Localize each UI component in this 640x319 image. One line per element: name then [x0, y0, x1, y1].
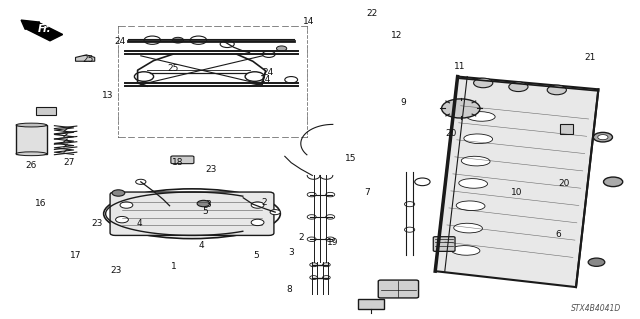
- Text: 24: 24: [115, 37, 126, 46]
- Circle shape: [262, 51, 275, 57]
- Ellipse shape: [459, 179, 488, 188]
- Text: 3: 3: [289, 248, 294, 256]
- Bar: [36, 107, 56, 115]
- Text: 5: 5: [202, 207, 207, 216]
- Polygon shape: [76, 55, 95, 61]
- Circle shape: [251, 202, 264, 208]
- Circle shape: [276, 46, 287, 51]
- Text: 14: 14: [260, 75, 271, 84]
- Circle shape: [144, 36, 161, 44]
- FancyBboxPatch shape: [110, 192, 274, 235]
- Text: 9: 9: [401, 98, 406, 107]
- Text: 1: 1: [172, 262, 177, 271]
- Circle shape: [326, 215, 335, 219]
- Circle shape: [120, 202, 133, 208]
- Circle shape: [251, 219, 264, 226]
- Circle shape: [310, 276, 317, 279]
- Text: 13: 13: [102, 91, 113, 100]
- Text: 23: 23: [92, 219, 103, 228]
- Circle shape: [134, 72, 154, 81]
- Text: 25: 25: [83, 56, 94, 64]
- Text: STX4B4041D: STX4B4041D: [570, 304, 621, 313]
- Circle shape: [172, 37, 184, 43]
- Text: 10: 10: [511, 189, 523, 197]
- Circle shape: [598, 135, 608, 140]
- Text: 25: 25: [167, 64, 179, 73]
- Polygon shape: [435, 77, 598, 287]
- FancyBboxPatch shape: [378, 280, 419, 298]
- Circle shape: [323, 263, 330, 267]
- Text: 7: 7: [364, 188, 369, 197]
- Text: 5: 5: [253, 251, 259, 260]
- Circle shape: [588, 258, 605, 266]
- Circle shape: [136, 179, 146, 184]
- Text: 4: 4: [137, 219, 142, 228]
- Circle shape: [245, 72, 264, 81]
- Ellipse shape: [454, 223, 483, 233]
- Circle shape: [326, 237, 335, 241]
- Ellipse shape: [467, 112, 495, 121]
- Text: 19: 19: [327, 238, 339, 247]
- Text: 6: 6: [556, 230, 561, 239]
- Ellipse shape: [16, 152, 47, 156]
- Text: 23: 23: [205, 165, 217, 174]
- Ellipse shape: [456, 201, 485, 211]
- Bar: [16, 125, 47, 154]
- Circle shape: [220, 41, 234, 48]
- Text: 4: 4: [199, 241, 204, 250]
- Text: 2: 2: [298, 233, 303, 242]
- Text: 11: 11: [454, 62, 465, 71]
- Text: 26: 26: [25, 161, 36, 170]
- Circle shape: [404, 202, 415, 207]
- Ellipse shape: [451, 246, 480, 255]
- Bar: [358, 299, 384, 309]
- Circle shape: [404, 227, 415, 232]
- Circle shape: [307, 192, 316, 197]
- Circle shape: [307, 237, 316, 241]
- FancyBboxPatch shape: [171, 156, 194, 164]
- Text: 24: 24: [262, 68, 273, 77]
- Bar: [560, 124, 573, 134]
- FancyBboxPatch shape: [433, 237, 455, 251]
- Circle shape: [112, 190, 125, 196]
- Circle shape: [509, 82, 528, 92]
- Text: Fr.: Fr.: [38, 24, 52, 34]
- Text: 18: 18: [172, 158, 184, 167]
- Text: 3: 3: [205, 200, 211, 209]
- Circle shape: [323, 276, 330, 279]
- Ellipse shape: [16, 123, 47, 127]
- Circle shape: [442, 99, 480, 118]
- Text: 20: 20: [445, 130, 457, 138]
- Text: 21: 21: [584, 53, 596, 62]
- Text: 27: 27: [63, 158, 75, 167]
- Ellipse shape: [464, 134, 493, 144]
- Circle shape: [116, 217, 129, 223]
- Circle shape: [547, 85, 566, 95]
- Text: 20: 20: [559, 179, 570, 188]
- Text: 15: 15: [345, 154, 356, 163]
- Circle shape: [190, 36, 207, 44]
- Ellipse shape: [461, 156, 490, 166]
- Circle shape: [270, 210, 280, 215]
- Circle shape: [310, 263, 317, 267]
- Circle shape: [285, 77, 298, 83]
- Circle shape: [307, 215, 316, 219]
- Text: 2: 2: [262, 198, 267, 207]
- Text: 12: 12: [391, 31, 403, 40]
- Circle shape: [326, 192, 335, 197]
- Text: 23: 23: [111, 266, 122, 275]
- Circle shape: [474, 78, 493, 88]
- Circle shape: [604, 177, 623, 187]
- Text: 16: 16: [35, 199, 46, 208]
- FancyArrow shape: [21, 20, 63, 41]
- Circle shape: [197, 200, 210, 207]
- Circle shape: [415, 178, 430, 186]
- Text: 8: 8: [287, 285, 292, 294]
- Text: 17: 17: [70, 251, 81, 260]
- Text: 14: 14: [303, 17, 314, 26]
- Circle shape: [593, 132, 612, 142]
- Text: 22: 22: [367, 9, 378, 18]
